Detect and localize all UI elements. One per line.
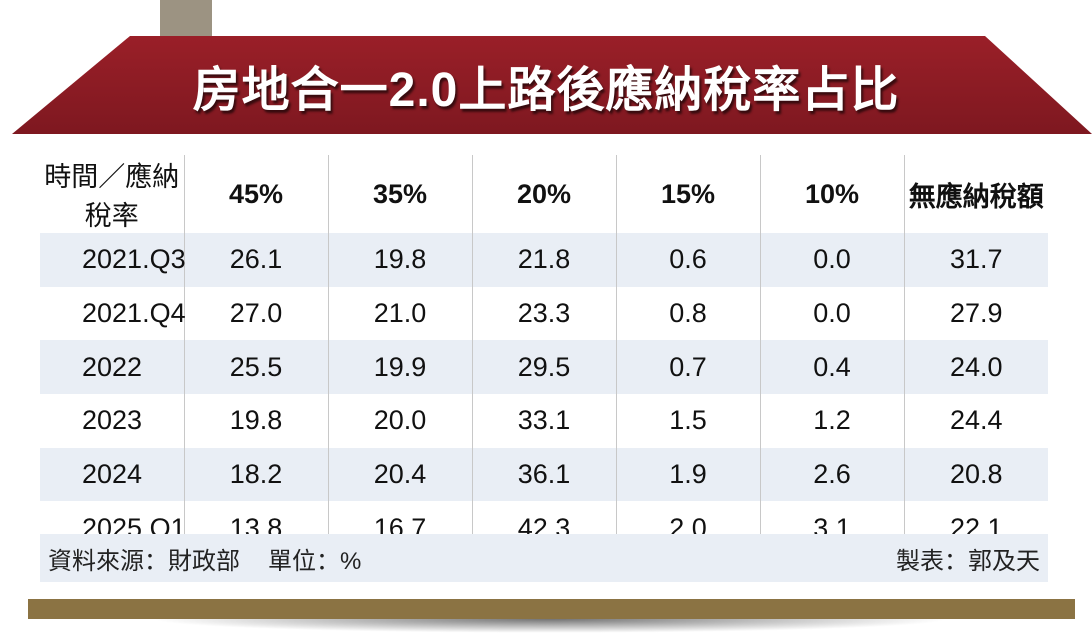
- column-header: 15%: [615, 155, 760, 233]
- value-cell: 20.8: [903, 447, 1048, 502]
- value-cell: 27.9: [903, 286, 1048, 341]
- value-cell: 19.8: [327, 233, 472, 287]
- period-cell: 2022: [40, 340, 184, 395]
- value-cell: 21.0: [327, 286, 472, 341]
- period-cell: 2023: [82, 405, 143, 436]
- value-cell: 0.0: [759, 286, 904, 341]
- value-cell: 24.4: [903, 394, 1048, 448]
- value-cell: 26.1: [183, 233, 328, 287]
- table-row: 2025.Q1 13.8 16.7 42.3 2.0 3.1 22.1: [40, 501, 1048, 556]
- column-header: 無應納稅額: [903, 155, 1048, 233]
- period-cell: 2021.Q4: [82, 298, 186, 329]
- credit-note: 製表：郭及天: [896, 547, 1040, 575]
- table-row: 2023 19.8 20.0 33.1 1.5 1.2 24.4: [40, 394, 1048, 448]
- table-row: 2024 18.2 20.4 36.1 1.9 2.6 20.8: [40, 447, 1048, 502]
- value-cell: 19.9: [327, 340, 472, 395]
- value-cell: 36.1: [471, 447, 616, 502]
- value-cell: 0.7: [615, 340, 760, 395]
- value-cell: 0.0: [759, 233, 904, 287]
- value-cell: 19.8: [183, 394, 328, 448]
- value-cell: 0.8: [615, 286, 760, 341]
- footer-bar: 資料來源：財政部 單位：% 製表：郭及天: [40, 534, 1048, 582]
- table-row: 2022 25.5 19.9 29.5 0.7 0.4 24.0: [40, 340, 1048, 395]
- value-cell: 33.1: [471, 394, 616, 448]
- chart-title: 房地合一2.0上路後應納稅率占比: [192, 64, 900, 117]
- value-cell: 24.0: [903, 340, 1048, 395]
- source-note: 資料來源：財政部: [48, 547, 240, 575]
- table-row: 2021.Q4 27.0 21.0 23.3 0.8 0.0 27.9: [40, 286, 1048, 341]
- value-cell: 29.5: [471, 340, 616, 395]
- chimney-decoration: [160, 0, 212, 40]
- value-cell: 21.8: [471, 233, 616, 287]
- house-base: [28, 599, 1075, 619]
- value-cell: 18.2: [183, 447, 328, 502]
- column-header: 10%: [759, 155, 904, 233]
- roof-banner: [12, 36, 1092, 134]
- column-header: 45%: [183, 155, 328, 233]
- value-cell: 23.3: [471, 286, 616, 341]
- base-shadow: [150, 619, 950, 633]
- value-cell: 1.5: [615, 394, 760, 448]
- tax-rate-table: 時間／應納稅率 45% 35% 20% 15% 10% 無應納稅額 2021.Q3 26.1 1…: [40, 155, 1048, 556]
- value-cell: 20.4: [327, 447, 472, 502]
- value-cell: 0.6: [615, 233, 760, 287]
- value-cell: 20.0: [327, 394, 472, 448]
- value-cell: 25.5: [183, 340, 328, 395]
- table-row: 2021.Q3 26.1 19.8 21.8 0.6 0.0 31.7: [40, 233, 1048, 287]
- column-header: 35%: [327, 155, 472, 233]
- value-cell: 0.4: [759, 340, 904, 395]
- column-header: 20%: [471, 155, 616, 233]
- period-cell: 2024: [40, 447, 184, 502]
- period-cell: 2021.Q3: [40, 233, 186, 287]
- value-cell: 2.6: [759, 447, 904, 502]
- value-cell: 1.2: [759, 394, 904, 448]
- value-cell: 27.0: [183, 286, 328, 341]
- column-header: 時間／應納稅率: [44, 162, 180, 231]
- table-header-row: 時間／應納稅率 45% 35% 20% 15% 10% 無應納稅額: [40, 155, 1048, 233]
- value-cell: 31.7: [903, 233, 1048, 287]
- value-cell: 1.9: [615, 447, 760, 502]
- unit-note: 單位：%: [268, 547, 362, 575]
